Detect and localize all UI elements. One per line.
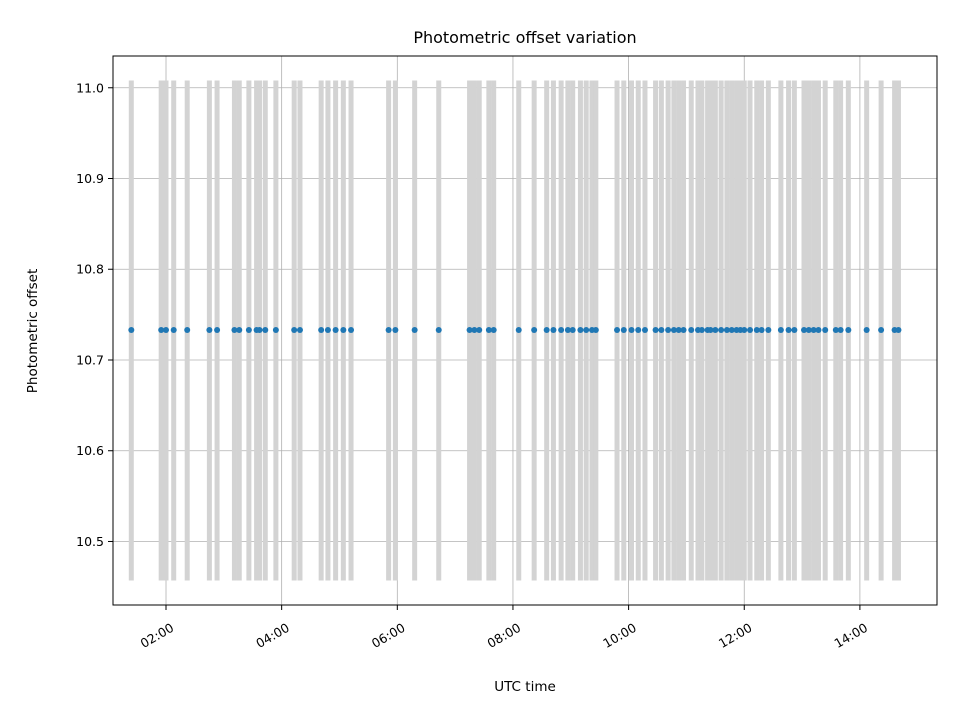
- data-point: [815, 327, 822, 334]
- data-point: [583, 327, 590, 334]
- data-point: [635, 327, 642, 334]
- data-point: [256, 327, 263, 334]
- plot-frame: [112, 55, 938, 606]
- data-point: [236, 327, 243, 334]
- data-point: [758, 327, 765, 334]
- y-axis-label: Photometric offset: [25, 269, 41, 393]
- data-point: [490, 327, 497, 334]
- data-point: [170, 327, 177, 334]
- data-point: [184, 327, 191, 334]
- data-point: [531, 327, 538, 334]
- data-point: [832, 327, 839, 334]
- data-point: [543, 327, 550, 334]
- chart-title: Photometric offset variation: [413, 28, 636, 47]
- data-point: [628, 327, 635, 334]
- data-point: [765, 327, 772, 334]
- data-point: [777, 327, 784, 334]
- y-tick-label: 10.9: [76, 171, 104, 186]
- data-point: [550, 327, 557, 334]
- data-point: [641, 327, 648, 334]
- data-point: [296, 327, 303, 334]
- data-point: [680, 327, 687, 334]
- data-point: [348, 327, 355, 334]
- data-point: [747, 327, 754, 334]
- data-point: [471, 327, 478, 334]
- y-tick-label: 10.6: [76, 443, 104, 458]
- data-point: [324, 327, 331, 334]
- data-point: [206, 327, 213, 334]
- data-point: [272, 327, 279, 334]
- data-point: [688, 327, 695, 334]
- data-point: [878, 327, 885, 334]
- data-point: [741, 327, 748, 334]
- data-point: [723, 327, 730, 334]
- data-point: [435, 327, 442, 334]
- data-point: [214, 327, 221, 334]
- data-point: [675, 327, 682, 334]
- data-point: [262, 327, 269, 334]
- data-point: [670, 327, 677, 334]
- data-point: [515, 327, 522, 334]
- data-point: [476, 327, 483, 334]
- data-point: [158, 327, 165, 334]
- data-point: [658, 327, 665, 334]
- data-point: [652, 327, 659, 334]
- data-point: [392, 327, 399, 334]
- data-point: [785, 327, 792, 334]
- data-point: [822, 327, 829, 334]
- data-point: [728, 327, 735, 334]
- data-point: [231, 327, 238, 334]
- data-point: [558, 327, 565, 334]
- data-point: [895, 327, 902, 334]
- data-point: [569, 327, 576, 334]
- data-point: [810, 327, 817, 334]
- data-point: [485, 327, 492, 334]
- data-point: [340, 327, 347, 334]
- data-point: [698, 327, 705, 334]
- data-point: [791, 327, 798, 334]
- point-layer: [128, 327, 902, 334]
- data-point: [291, 327, 298, 334]
- data-point: [845, 327, 852, 334]
- y-tick-label: 10.5: [76, 534, 104, 549]
- data-point: [718, 327, 725, 334]
- data-point: [620, 327, 627, 334]
- data-point: [837, 327, 844, 334]
- data-point: [801, 327, 808, 334]
- data-point: [805, 327, 812, 334]
- data-point: [665, 327, 672, 334]
- data-point: [318, 327, 325, 334]
- y-tick-label: 10.7: [76, 352, 104, 367]
- data-point: [564, 327, 571, 334]
- y-tick-label: 11.0: [76, 80, 104, 95]
- data-point: [712, 327, 719, 334]
- data-point: [707, 327, 714, 334]
- data-point: [385, 327, 392, 334]
- data-point: [466, 327, 473, 334]
- data-point: [163, 327, 170, 334]
- data-point: [753, 327, 760, 334]
- data-point: [128, 327, 135, 334]
- data-point: [245, 327, 252, 334]
- x-axis-label: UTC time: [494, 679, 556, 695]
- data-point: [614, 327, 621, 334]
- data-point: [577, 327, 584, 334]
- data-point: [411, 327, 418, 334]
- y-tick-label: 10.8: [76, 262, 104, 277]
- data-point: [592, 327, 599, 334]
- data-point: [332, 327, 339, 334]
- data-point: [863, 327, 870, 334]
